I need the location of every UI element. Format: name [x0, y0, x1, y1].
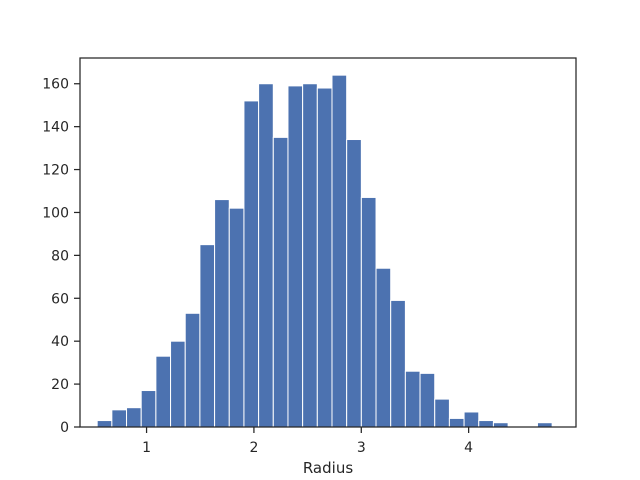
histogram-bar	[184, 312, 201, 428]
histogram-bar	[316, 87, 333, 428]
histogram-bar	[126, 407, 142, 428]
histogram-bar	[419, 372, 436, 428]
histogram-bar	[302, 83, 318, 428]
histogram-bar	[360, 196, 377, 428]
histogram-bar	[214, 199, 230, 428]
bars-group	[96, 74, 553, 428]
y-tick-label: 120	[42, 163, 69, 179]
histogram-bar	[331, 74, 348, 428]
histogram-bar	[140, 390, 157, 428]
x-tick-label: 1	[142, 440, 151, 456]
y-tick-label: 140	[42, 120, 69, 136]
histogram-bar	[375, 267, 392, 428]
histogram-bar	[170, 340, 186, 428]
histogram-bar	[448, 417, 465, 428]
y-tick-label: 60	[51, 291, 69, 307]
histogram-bar	[390, 299, 406, 428]
histogram-bar	[492, 422, 509, 428]
histogram-bar	[463, 411, 480, 428]
x-tick-label: 2	[249, 440, 258, 456]
y-tick-label: 80	[51, 248, 69, 264]
x-axis-ticks: 1 2 3 4	[142, 427, 473, 456]
y-axis-ticks: 0 20 40 60 80 100 120 140 160	[42, 77, 80, 436]
histogram-bar	[434, 398, 450, 428]
histogram-bar	[404, 370, 421, 428]
plot-frame	[79, 57, 577, 428]
histogram-bar	[272, 136, 289, 428]
histogram-bar	[258, 83, 274, 428]
histogram-bar	[155, 355, 172, 428]
histogram-bar	[478, 420, 494, 428]
histogram-bar	[346, 139, 362, 428]
histogram-bar	[111, 409, 128, 428]
y-tick-label: 20	[51, 377, 69, 393]
histogram-bar	[228, 207, 245, 428]
x-axis-label: Radius	[303, 459, 353, 477]
y-tick-label: 160	[42, 77, 69, 93]
histogram-bar	[287, 85, 304, 428]
histogram-bar	[536, 422, 553, 428]
histogram-bar	[243, 100, 260, 428]
histogram-bar	[199, 244, 216, 428]
histogram-bar	[96, 420, 113, 428]
x-tick-label: 4	[464, 440, 473, 456]
y-tick-label: 40	[51, 334, 69, 350]
x-tick-label: 3	[357, 440, 366, 456]
y-tick-label: 0	[60, 420, 69, 436]
y-tick-label: 100	[42, 205, 69, 221]
